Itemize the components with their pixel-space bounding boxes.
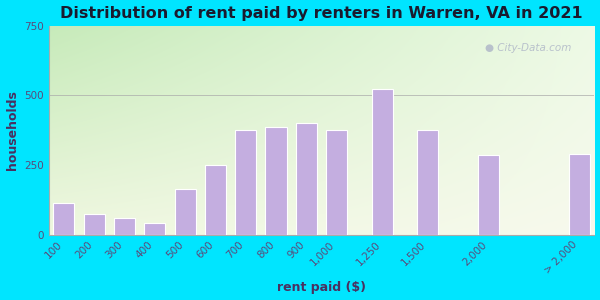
X-axis label: rent paid ($): rent paid ($) <box>277 281 366 294</box>
Title: Distribution of rent paid by renters in Warren, VA in 2021: Distribution of rent paid by renters in … <box>60 6 583 21</box>
Bar <box>83 214 105 235</box>
Bar <box>235 130 256 235</box>
Bar <box>53 202 74 235</box>
Bar <box>478 155 499 235</box>
Bar <box>296 123 317 235</box>
Text: ● City-Data.com: ● City-Data.com <box>485 43 572 52</box>
Bar <box>144 224 166 235</box>
Bar <box>326 130 347 235</box>
Bar <box>569 154 590 235</box>
Bar <box>265 128 287 235</box>
Bar <box>417 130 439 235</box>
Y-axis label: households: households <box>5 90 19 170</box>
Bar <box>205 165 226 235</box>
Bar <box>371 88 393 235</box>
Bar <box>175 189 196 235</box>
Bar <box>114 218 135 235</box>
